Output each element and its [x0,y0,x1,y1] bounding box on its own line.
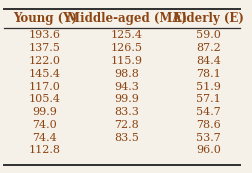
Text: 126.5: 126.5 [111,43,143,53]
Text: 145.4: 145.4 [29,69,61,79]
Text: 59.0: 59.0 [196,30,221,40]
Text: 94.3: 94.3 [114,81,139,92]
Text: 96.0: 96.0 [196,145,221,155]
Text: 54.7: 54.7 [196,107,221,117]
Text: 99.9: 99.9 [32,107,57,117]
Text: 125.4: 125.4 [111,30,143,40]
Text: 193.6: 193.6 [29,30,61,40]
Text: 112.8: 112.8 [29,145,61,155]
Text: 83.5: 83.5 [114,133,139,143]
Text: 72.8: 72.8 [114,120,139,130]
Text: 53.7: 53.7 [196,133,221,143]
Text: Elderly (E): Elderly (E) [173,12,244,25]
Text: 84.4: 84.4 [196,56,221,66]
Text: Middle-aged (MA): Middle-aged (MA) [67,12,187,25]
Text: 87.2: 87.2 [196,43,221,53]
Text: 57.1: 57.1 [196,94,221,104]
Text: 115.9: 115.9 [111,56,143,66]
Text: 122.0: 122.0 [29,56,61,66]
Text: 117.0: 117.0 [29,81,61,92]
Text: 99.9: 99.9 [114,94,139,104]
Text: 105.4: 105.4 [29,94,61,104]
Text: 74.4: 74.4 [33,133,57,143]
Text: 137.5: 137.5 [29,43,61,53]
Text: 51.9: 51.9 [196,81,221,92]
Text: 78.1: 78.1 [196,69,221,79]
Text: Young (Y): Young (Y) [13,12,77,25]
Text: 98.8: 98.8 [114,69,139,79]
Text: 83.3: 83.3 [114,107,139,117]
Text: 78.6: 78.6 [196,120,221,130]
Text: 74.0: 74.0 [33,120,57,130]
